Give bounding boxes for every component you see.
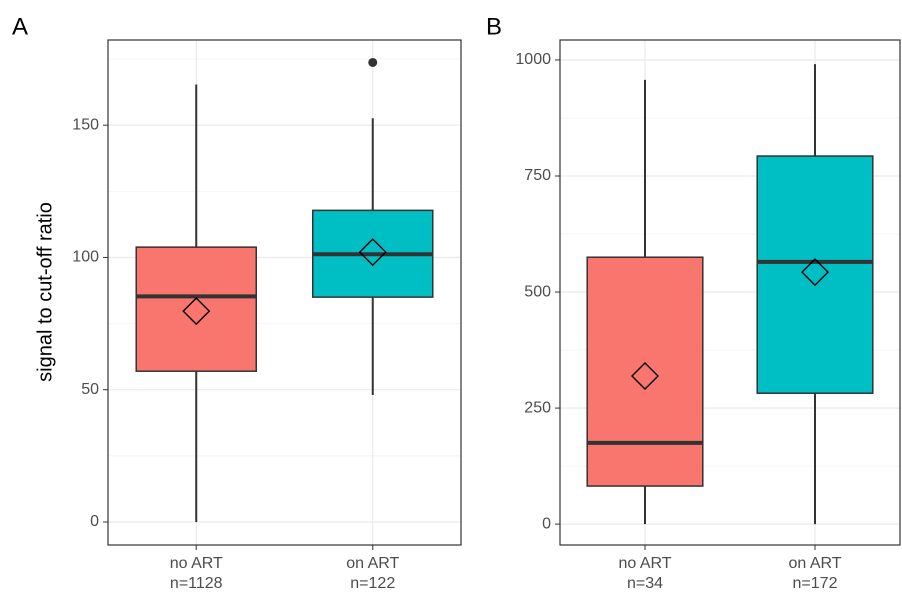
mean-marker (631, 362, 659, 391)
y-tick-label: 750 (524, 167, 551, 184)
y-tick-label: 1000 (515, 51, 551, 68)
panel-border (559, 39, 901, 546)
box (586, 256, 704, 487)
x-tick-label: no ART (618, 555, 671, 572)
mean-marker (182, 297, 211, 326)
panel-label: A (12, 13, 28, 40)
n-label: n=34 (627, 575, 663, 592)
box (756, 155, 874, 394)
box (135, 246, 258, 372)
x-tick-label: no ART (170, 555, 223, 572)
y-tick-label: 500 (524, 283, 551, 300)
mean-marker (358, 238, 387, 267)
panel-label: B (486, 13, 502, 40)
y-tick-label: 50 (81, 381, 99, 398)
y-tick-label: 250 (524, 399, 551, 416)
x-tick-label: on ART (788, 555, 841, 572)
outlier (368, 57, 378, 67)
n-label: n=1128 (170, 575, 223, 592)
y-tick-label: 100 (72, 249, 99, 266)
n-label: n=122 (350, 575, 395, 592)
panel-border (107, 39, 462, 546)
n-label: n=172 (793, 575, 838, 592)
y-tick-label: 0 (90, 513, 99, 530)
mean-marker (801, 258, 829, 287)
y-tick-label: 150 (72, 116, 99, 133)
x-tick-label: on ART (346, 555, 399, 572)
y-axis-title: signal to cut-off ratio (34, 202, 56, 382)
y-tick-label: 0 (542, 515, 551, 532)
